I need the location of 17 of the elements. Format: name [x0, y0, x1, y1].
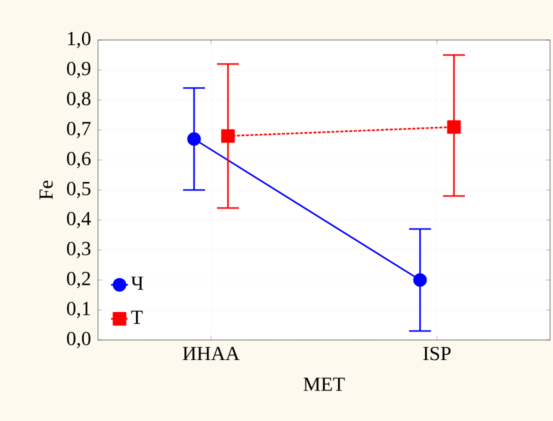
y-tick-label: 0,0	[67, 332, 90, 348]
y-tick-label: 0,4	[67, 212, 91, 228]
x-tick-label: ИНАА	[182, 346, 240, 360]
y-tick-label: 0,1	[67, 302, 90, 318]
y-tick-label: 0,7	[67, 122, 91, 138]
y-tick-label: 0,3	[67, 242, 90, 258]
y-tick-label: 1,0	[68, 32, 90, 48]
x-tick-label: ISP	[423, 346, 451, 360]
y-tick-label: 0,6	[67, 152, 91, 168]
x-axis-title: МЕТ	[304, 378, 345, 391]
y-tick-label: 0,2	[67, 272, 90, 288]
y-tick-label: 0,8	[67, 92, 90, 108]
y-tick-label: 0,5	[67, 182, 90, 198]
legend-label: Ч	[131, 276, 144, 290]
y-axis-title: Fe	[40, 180, 53, 200]
y-tick-label: 0,9	[67, 62, 90, 78]
legend-label: Т	[131, 310, 143, 324]
